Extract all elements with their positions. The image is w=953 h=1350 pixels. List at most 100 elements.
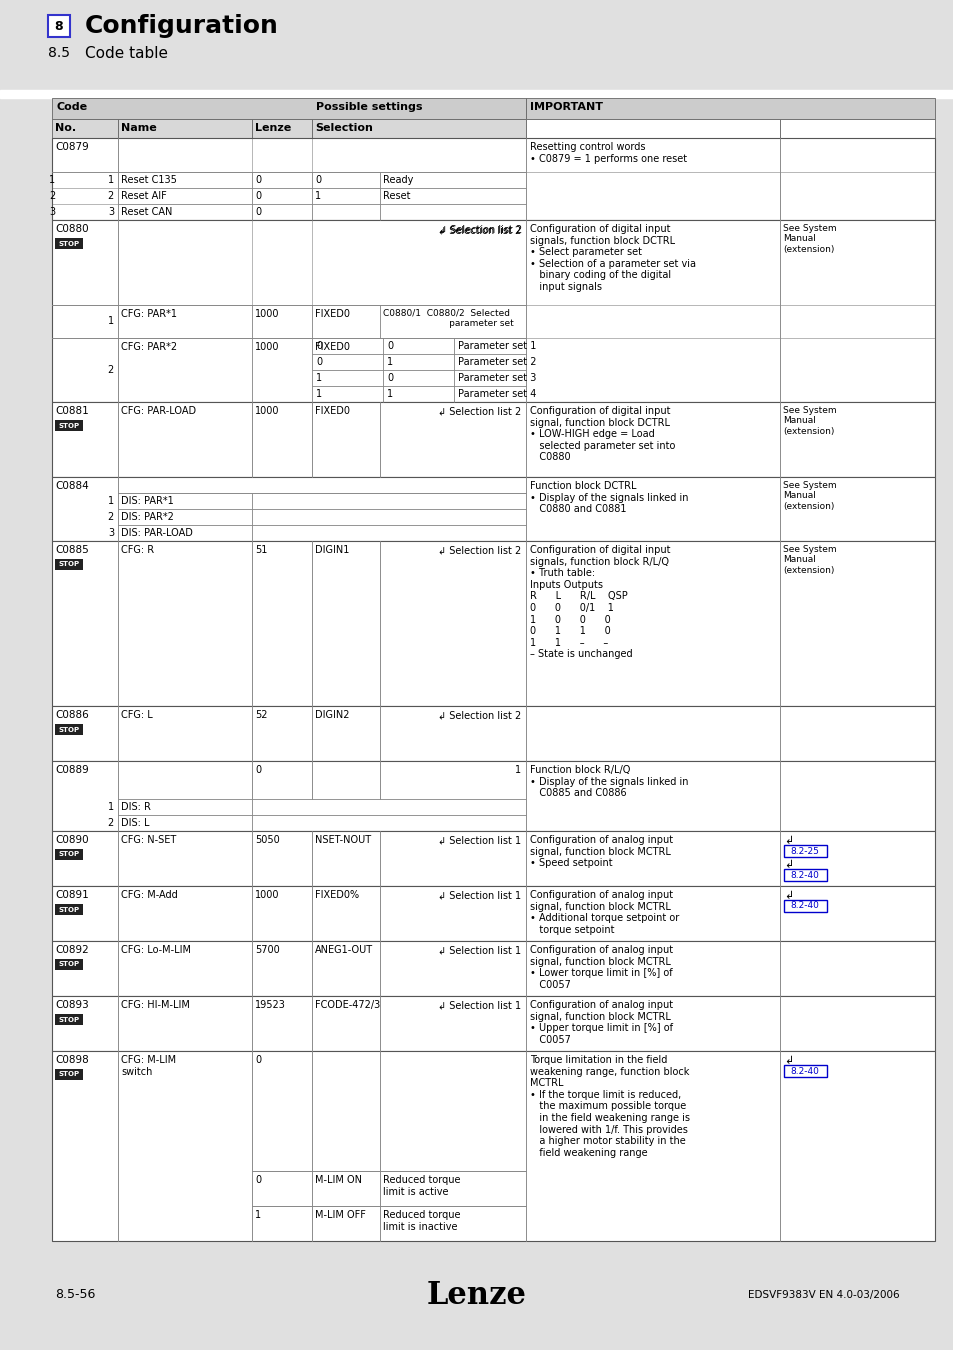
Bar [783,845,826,857]
Text: Torque limitation in the field
weakening range, function block
MCTRL
• If the to: Torque limitation in the field weakening… [530,1054,689,1158]
Text: ↲: ↲ [783,860,793,869]
Text: Configuration of digital input
signals, function block R/L/Q
• Truth table:
Inpu: Configuration of digital input signals, … [530,545,670,659]
Text: 19523: 19523 [254,1000,286,1010]
Bar [252,493,525,509]
Bar [52,99,525,119]
Bar [312,188,379,204]
Text: C0898: C0898 [55,1054,89,1065]
Text: CFG: R: CFG: R [121,545,154,555]
Bar [454,338,525,354]
Text: Reduced torque
limit is inactive: Reduced torque limit is inactive [382,1210,460,1231]
Text: CFG: M-Add: CFG: M-Add [121,890,177,900]
Bar [52,941,934,996]
Bar [379,402,525,477]
Bar [525,1052,780,1241]
Text: 1: 1 [314,190,321,201]
Bar [252,204,312,220]
Text: FCODE-472/3: FCODE-472/3 [314,1000,380,1010]
Text: Parameter set 2: Parameter set 2 [457,356,536,367]
Bar [379,188,525,204]
Bar [379,706,525,761]
Text: 1: 1 [108,495,113,506]
Bar [118,188,252,204]
Text: ↲: ↲ [783,1056,793,1066]
Bar [312,386,382,402]
Text: 52: 52 [254,710,267,720]
Bar [118,477,525,493]
Bar [525,119,780,138]
Bar [118,402,252,477]
Bar [525,832,780,886]
Text: ↲ Selection list 2: ↲ Selection list 2 [437,710,520,720]
Text: 5700: 5700 [254,945,279,954]
Bar [252,119,312,138]
Bar [312,220,525,305]
Bar [780,886,934,941]
Text: Parameter set 4: Parameter set 4 [457,389,536,400]
Text: 2: 2 [108,512,113,522]
Bar [52,886,934,941]
Text: Reset C135: Reset C135 [121,176,176,185]
Bar [252,305,312,338]
Text: DIS: PAR*2: DIS: PAR*2 [121,512,173,522]
Bar [312,138,525,171]
Text: FIXED0%: FIXED0% [314,890,358,900]
Bar [312,119,525,138]
Bar [52,832,934,886]
Bar [52,1052,934,1241]
Text: Code table: Code table [85,46,168,61]
Bar [312,886,379,941]
Text: STOP: STOP [58,852,79,857]
Bar [55,849,83,860]
Text: CFG: PAR*2: CFG: PAR*2 [121,342,177,352]
Text: 0: 0 [254,190,261,201]
Text: M-LIM ON: M-LIM ON [314,1174,361,1185]
Text: DIGIN2: DIGIN2 [314,710,349,720]
Bar [118,541,252,706]
Text: Lenze: Lenze [254,123,291,134]
Bar [252,541,312,706]
Text: CFG: M-LIM
switch: CFG: M-LIM switch [121,1054,176,1076]
Text: No.: No. [55,123,76,134]
Bar [252,338,312,402]
Text: DIS: L: DIS: L [121,818,150,828]
Text: See System
Manual
(extension): See System Manual (extension) [782,481,836,510]
Bar [55,420,83,431]
Text: DIS: R: DIS: R [121,802,151,811]
Bar [55,1014,83,1025]
Text: 1: 1 [254,1210,261,1220]
Text: ↲ Selection list 1: ↲ Selection list 1 [437,890,520,900]
Bar [0,90,953,99]
Text: IMPORTANT: IMPORTANT [530,103,602,112]
Bar [379,1052,525,1170]
Text: C0884: C0884 [55,481,89,491]
Bar [118,493,252,509]
Bar [52,541,934,706]
Bar [52,941,118,996]
Text: STOP: STOP [58,961,79,968]
Bar [52,220,118,305]
Bar [118,799,252,815]
Text: FIXED0: FIXED0 [314,342,350,352]
Text: STOP: STOP [58,1017,79,1022]
Bar [379,541,525,706]
Bar [379,305,525,338]
Text: C0879: C0879 [55,142,89,153]
Bar [525,305,780,338]
Bar [52,188,118,204]
Bar [52,706,934,761]
Text: ↲ Selection list 2: ↲ Selection list 2 [437,545,520,555]
Text: C0892: C0892 [55,945,89,954]
Text: See System
Manual
(extension): See System Manual (extension) [782,545,836,575]
Bar [379,941,525,996]
Text: 1000: 1000 [254,342,279,352]
Bar [780,138,934,171]
Bar [312,305,379,338]
Text: Configuration: Configuration [85,14,278,38]
Text: See System
Manual
(extension): See System Manual (extension) [782,224,836,254]
Bar [252,761,312,799]
Text: Function block DCTRL
• Display of the signals linked in
   C0880 and C0881: Function block DCTRL • Display of the si… [530,481,688,514]
Text: EDSVF9383V EN 4.0-03/2006: EDSVF9383V EN 4.0-03/2006 [747,1291,899,1300]
Text: See System
Manual
(extension): See System Manual (extension) [782,406,836,436]
Text: 3: 3 [108,528,113,539]
